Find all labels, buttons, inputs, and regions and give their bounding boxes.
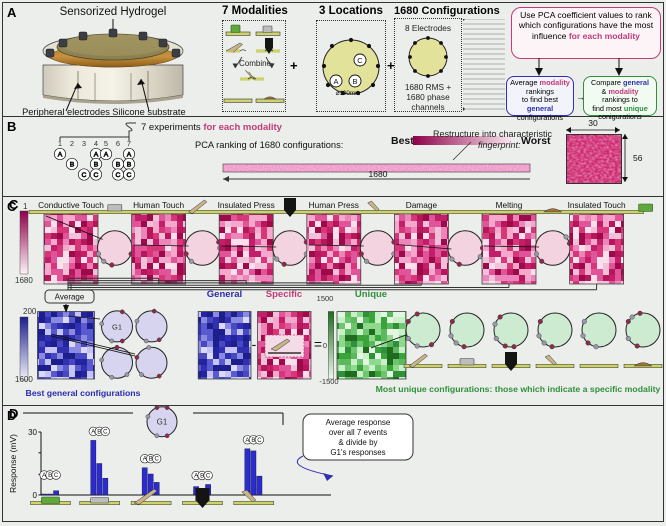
svg-text:B: B <box>200 474 204 480</box>
svg-text:Average: Average <box>55 293 85 302</box>
svg-text:Conductive Touch: Conductive Touch <box>38 200 104 210</box>
svg-text:B: B <box>127 161 132 168</box>
svg-text:6: 6 <box>116 139 120 148</box>
svg-text:Best: Best <box>391 135 414 147</box>
svg-text:C: C <box>94 172 99 179</box>
svg-text:1600: 1600 <box>15 375 33 384</box>
svg-text:Human Press: Human Press <box>309 200 359 210</box>
svg-text:Insulated Touch: Insulated Touch <box>568 200 626 210</box>
svg-text:Response (mV): Response (mV) <box>8 434 18 493</box>
svg-text:A: A <box>104 151 109 158</box>
svg-text:1680 RMS +: 1680 RMS + <box>405 82 452 92</box>
svg-text:C: C <box>357 56 363 65</box>
svg-text:C: C <box>155 457 160 463</box>
svg-text:A: A <box>58 151 63 158</box>
svg-text:B: B <box>94 161 99 168</box>
svg-text:B: B <box>116 161 121 168</box>
svg-text:General: General <box>207 289 242 300</box>
svg-text:fingerprint:: fingerprint: <box>478 140 521 150</box>
svg-text:Unique: Unique <box>355 289 387 300</box>
svg-text:B: B <box>97 429 101 435</box>
svg-text:Sensorized Hydrogel: Sensorized Hydrogel <box>60 6 167 18</box>
svg-text:B: B <box>70 161 75 168</box>
svg-text:A: A <box>42 473 46 479</box>
svg-text:2: 2 <box>70 139 74 148</box>
svg-text:C: C <box>206 474 211 480</box>
svg-text:Most unique configurations: th: Most unique configurations: those which … <box>376 384 661 394</box>
svg-text:B: B <box>251 438 255 444</box>
svg-text:Average response: Average response <box>326 418 391 427</box>
svg-text:3: 3 <box>82 139 86 148</box>
svg-text:B: B <box>48 473 52 479</box>
svg-text:B: B <box>149 457 153 463</box>
svg-text:=: = <box>314 336 322 352</box>
svg-text:Melting: Melting <box>496 200 523 210</box>
svg-text:1: 1 <box>23 202 28 211</box>
svg-text:1500: 1500 <box>317 294 334 303</box>
svg-text:C: C <box>103 429 108 435</box>
svg-text:A: A <box>94 151 99 158</box>
svg-text:A: A <box>91 429 95 435</box>
svg-text:PCA ranking of 1680 configurat: PCA ranking of 1680 configurations: <box>195 140 343 150</box>
svg-text:G1: G1 <box>112 322 122 331</box>
svg-text:Peripheral electrodes: Peripheral electrodes <box>22 107 110 116</box>
svg-text:5: 5 <box>104 139 108 148</box>
svg-text:1680 phase: 1680 phase <box>406 92 450 102</box>
svg-text:channels: channels <box>411 102 444 112</box>
svg-text:A: A <box>194 474 198 480</box>
svg-text:G1's responses: G1's responses <box>330 448 385 457</box>
svg-text:56: 56 <box>633 153 643 163</box>
svg-text:A: A <box>127 151 132 158</box>
svg-text:C: C <box>116 172 121 179</box>
svg-text:Insulated Press: Insulated Press <box>218 200 275 210</box>
svg-text:Silicone substrate: Silicone substrate <box>112 107 185 116</box>
svg-text:C: C <box>127 172 132 179</box>
svg-text:& divide by: & divide by <box>338 438 377 447</box>
svg-text:C: C <box>82 172 87 179</box>
svg-text:A: A <box>245 438 249 444</box>
svg-text:7: 7 <box>127 139 131 148</box>
svg-text:A: A <box>143 457 147 463</box>
svg-text:Restructure into characteristi: Restructure into characteristic <box>433 129 553 139</box>
svg-text:over all 7 events: over all 7 events <box>329 428 387 437</box>
svg-text:Combine: Combine <box>239 59 272 68</box>
svg-text:C: C <box>257 438 262 444</box>
svg-text:8 Electrodes: 8 Electrodes <box>405 23 451 33</box>
svg-text:Damage: Damage <box>406 200 438 210</box>
svg-text:-1500: -1500 <box>319 377 338 386</box>
svg-text:Best general configurations: Best general configurations <box>26 388 141 398</box>
svg-text:1680: 1680 <box>369 169 388 179</box>
svg-text:Specific: Specific <box>266 289 302 300</box>
svg-text:0: 0 <box>33 491 38 500</box>
svg-text:1680: 1680 <box>15 276 33 285</box>
svg-text:⌀100mm: ⌀100mm <box>336 90 361 97</box>
svg-text:-: - <box>252 336 257 352</box>
svg-text:200: 200 <box>23 307 37 316</box>
svg-text:30: 30 <box>28 428 37 437</box>
svg-text:0: 0 <box>323 341 327 350</box>
svg-text:Human Touch: Human Touch <box>133 200 184 210</box>
svg-text:C: C <box>54 473 59 479</box>
svg-text:4: 4 <box>94 139 98 148</box>
svg-text:30: 30 <box>588 118 598 128</box>
svg-text:7 experiments for each modalit: 7 experiments for each modality <box>141 122 283 133</box>
svg-text:A: A <box>333 77 338 86</box>
svg-text:B: B <box>352 77 357 86</box>
svg-text:1: 1 <box>58 139 62 148</box>
svg-text:G1: G1 <box>157 418 168 427</box>
